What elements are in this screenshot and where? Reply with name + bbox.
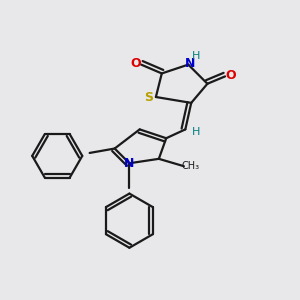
Text: CH₃: CH₃: [181, 160, 200, 171]
Text: N: N: [184, 57, 195, 70]
Text: O: O: [226, 69, 236, 82]
Text: N: N: [124, 157, 135, 170]
Text: H: H: [192, 51, 201, 62]
Text: O: O: [130, 57, 141, 70]
Text: S: S: [144, 91, 153, 104]
Text: H: H: [192, 127, 201, 137]
